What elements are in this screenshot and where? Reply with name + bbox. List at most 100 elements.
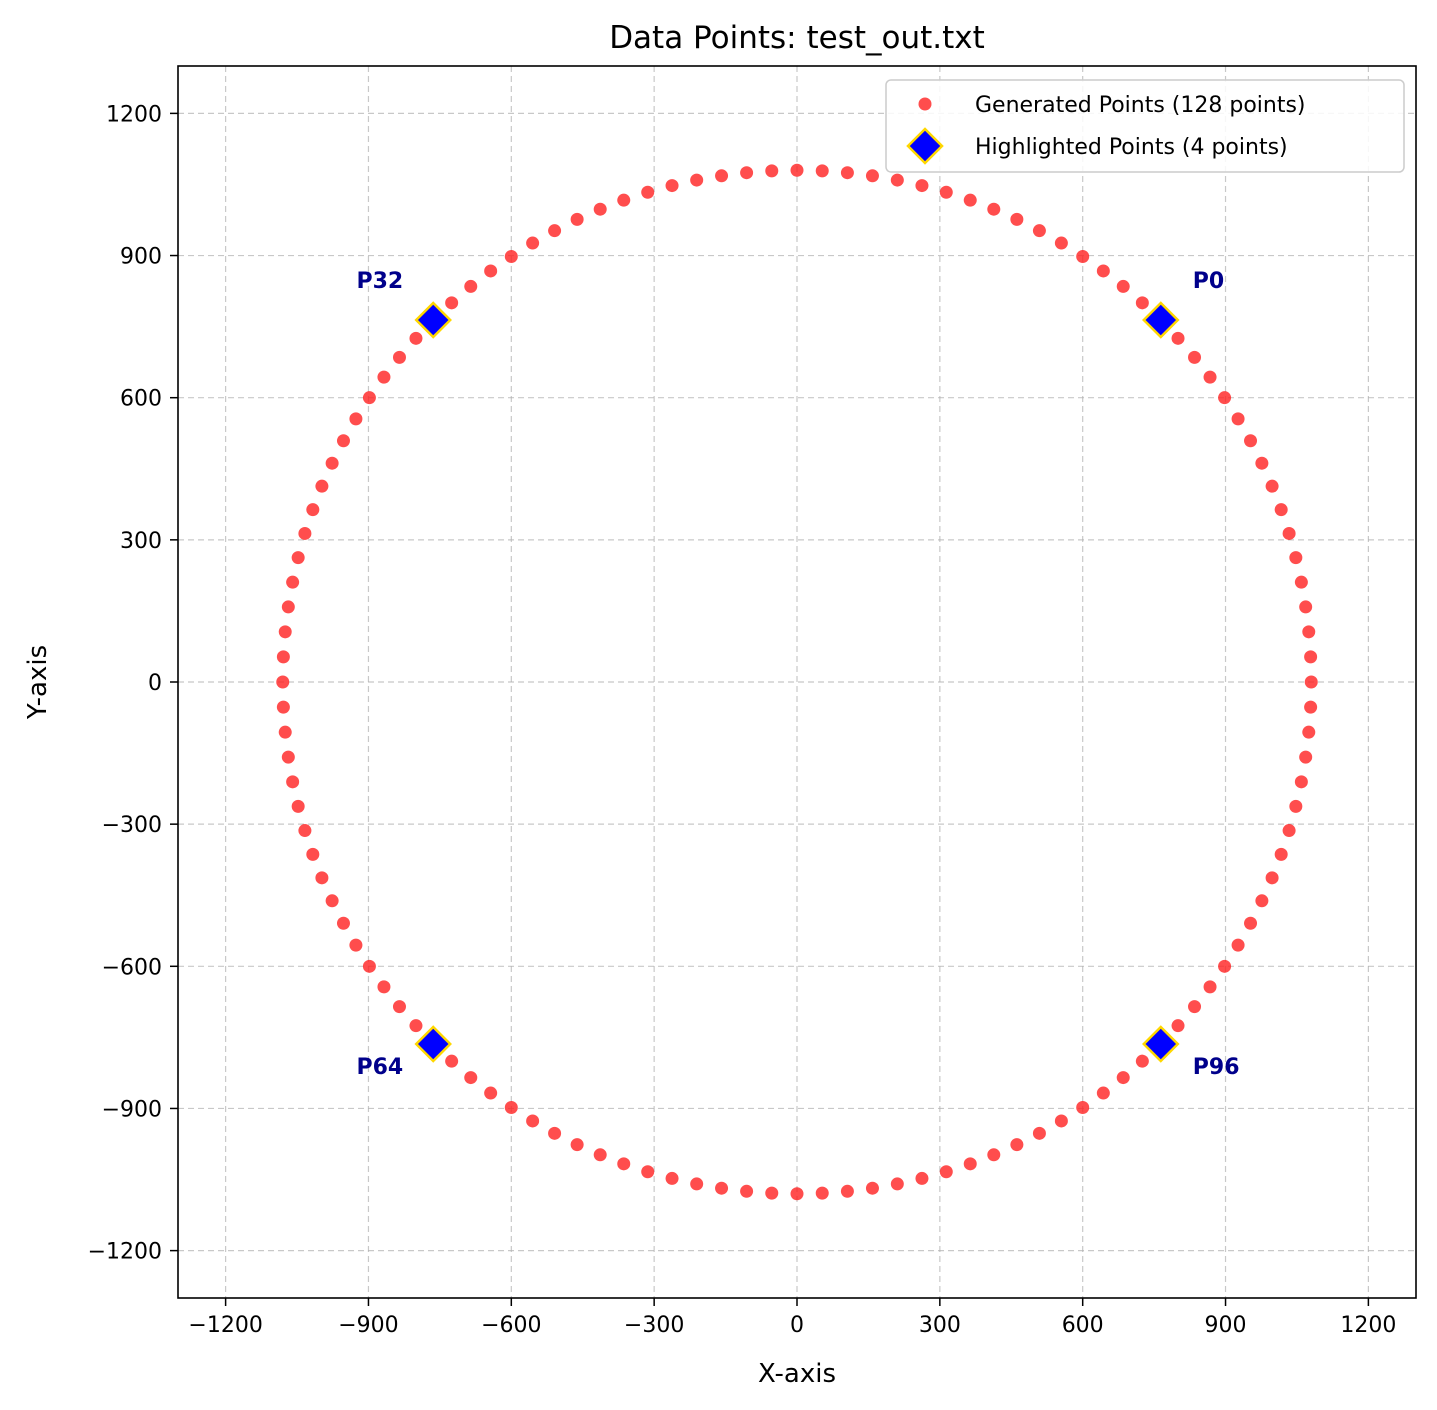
generated-point	[690, 1177, 704, 1191]
x-tick-label: −1200	[188, 1313, 262, 1338]
generated-point	[1294, 575, 1308, 589]
generated-point	[593, 202, 607, 216]
generated-point	[740, 1184, 754, 1198]
generated-point	[281, 750, 295, 764]
highlighted-point	[1142, 1025, 1180, 1063]
legend-entry-highlighted: Highlighted Points (4 points)	[975, 135, 1288, 160]
generated-point	[765, 1186, 779, 1200]
legend-circle-marker	[918, 97, 932, 111]
y-tick-label: 300	[120, 529, 162, 554]
generated-point	[1171, 331, 1185, 345]
generated-point	[291, 551, 305, 565]
generated-point	[1203, 370, 1217, 384]
generated-point	[915, 1171, 929, 1185]
generated-point	[1274, 503, 1288, 517]
y-tick-label: −1200	[88, 1240, 162, 1265]
generated-point	[1265, 871, 1279, 885]
generated-point	[377, 980, 391, 994]
x-tick-label: −900	[338, 1313, 398, 1338]
generated-point	[865, 1181, 879, 1195]
generated-point	[276, 700, 290, 714]
generated-point	[1096, 264, 1110, 278]
generated-point	[362, 959, 376, 973]
generated-point	[915, 179, 929, 193]
generated-point	[1076, 249, 1090, 263]
generated-point	[617, 1157, 631, 1171]
point-labels: P0 P32 P64 P96	[356, 269, 1239, 1080]
generated-point	[1302, 625, 1316, 639]
x-tick-label: −300	[624, 1313, 684, 1338]
generated-point	[504, 249, 518, 263]
x-axis-label: X-axis	[758, 1359, 836, 1389]
generated-point	[548, 224, 562, 238]
generated-point	[281, 600, 295, 614]
generated-point	[484, 264, 498, 278]
generated-point	[641, 185, 655, 199]
generated-point	[840, 166, 854, 180]
generated-point	[526, 1114, 540, 1128]
generated-point	[1289, 799, 1303, 813]
axis-ticks: −1200 −900 −600 −300 0 300 600 900 1200 −1200 −900…	[88, 102, 1397, 1338]
generated-point	[1218, 959, 1232, 973]
generated-point	[1299, 750, 1313, 764]
generated-point	[306, 503, 320, 517]
generated-point	[890, 173, 904, 187]
generated-point	[1135, 1054, 1149, 1068]
highlighted-point	[1142, 301, 1180, 339]
generated-point	[1265, 479, 1279, 493]
generated-point	[1116, 279, 1130, 293]
generated-point	[790, 1187, 804, 1201]
generated-point	[278, 625, 292, 639]
generated-point	[315, 871, 329, 885]
generated-point	[1231, 412, 1245, 426]
generated-point	[1304, 650, 1318, 664]
x-tick-label: −600	[481, 1313, 541, 1338]
generated-point	[1171, 1019, 1185, 1033]
generated-point	[336, 434, 350, 448]
generated-point	[963, 193, 977, 207]
generated-point	[349, 412, 363, 426]
generated-point	[1274, 847, 1288, 861]
generated-point	[665, 1171, 679, 1185]
generated-point	[409, 1019, 423, 1033]
legend-diamond-marker	[906, 127, 944, 165]
generated-point	[1231, 938, 1245, 952]
generated-point	[298, 824, 312, 838]
generated-point	[1032, 1126, 1046, 1140]
generated-point	[445, 1054, 459, 1068]
generated-point	[1032, 224, 1046, 238]
generated-point	[1302, 725, 1316, 739]
x-tick-label: 600	[1062, 1313, 1104, 1338]
generated-point	[1203, 980, 1217, 994]
y-tick-label: 600	[120, 387, 162, 412]
generated-point	[1076, 1101, 1090, 1115]
generated-point	[963, 1157, 977, 1171]
generated-point	[306, 847, 320, 861]
generated-point	[939, 1165, 953, 1179]
generated-points	[276, 163, 1318, 1201]
generated-point	[665, 179, 679, 193]
generated-point	[526, 236, 540, 250]
generated-point	[1255, 894, 1269, 908]
generated-point	[392, 1000, 406, 1014]
generated-point	[715, 1181, 729, 1195]
generated-point	[815, 164, 829, 178]
x-tick-label: 900	[1205, 1313, 1247, 1338]
generated-point	[641, 1165, 655, 1179]
generated-point	[1282, 824, 1296, 838]
generated-point	[349, 938, 363, 952]
y-axis-label: Y-axis	[23, 645, 53, 720]
generated-point	[1218, 391, 1232, 405]
generated-point	[1135, 296, 1149, 310]
generated-point	[890, 1177, 904, 1191]
generated-point	[392, 350, 406, 364]
point-label: P0	[1193, 269, 1224, 294]
generated-point	[1010, 212, 1024, 226]
generated-point	[840, 1184, 854, 1198]
y-tick-label: 900	[120, 245, 162, 270]
generated-point	[570, 212, 584, 226]
generated-point	[865, 169, 879, 183]
x-tick-label: 300	[919, 1313, 961, 1338]
generated-point	[298, 526, 312, 540]
generated-point	[464, 1071, 478, 1085]
